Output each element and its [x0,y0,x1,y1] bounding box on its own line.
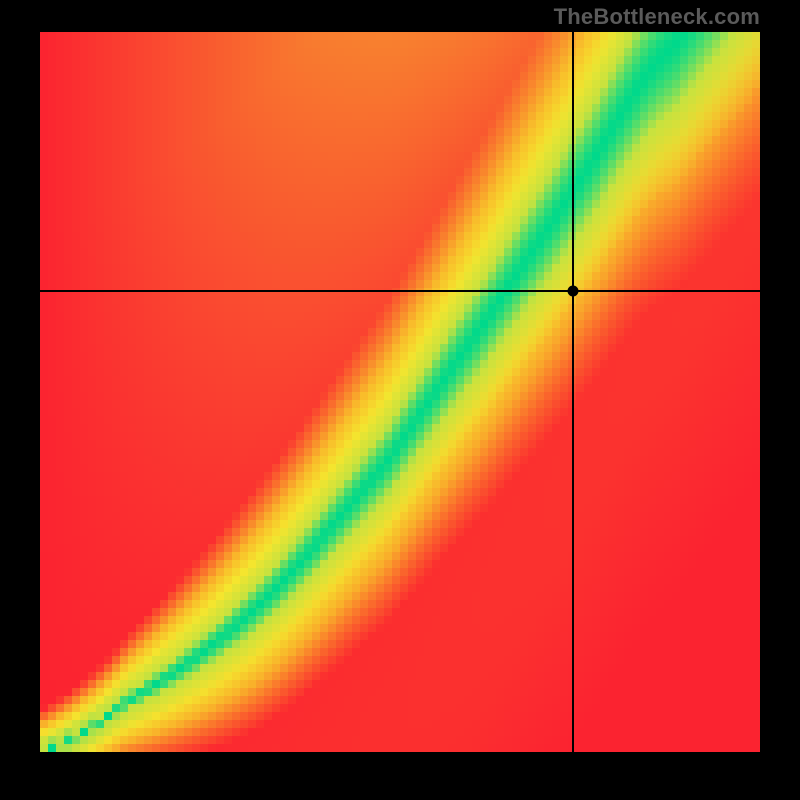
heatmap-canvas [40,32,760,752]
watermark-text: TheBottleneck.com [554,4,760,30]
crosshair-marker-dot [567,286,578,297]
heatmap-plot [40,32,760,752]
crosshair-horizontal-line [40,290,760,292]
crosshair-vertical-line [572,32,574,752]
